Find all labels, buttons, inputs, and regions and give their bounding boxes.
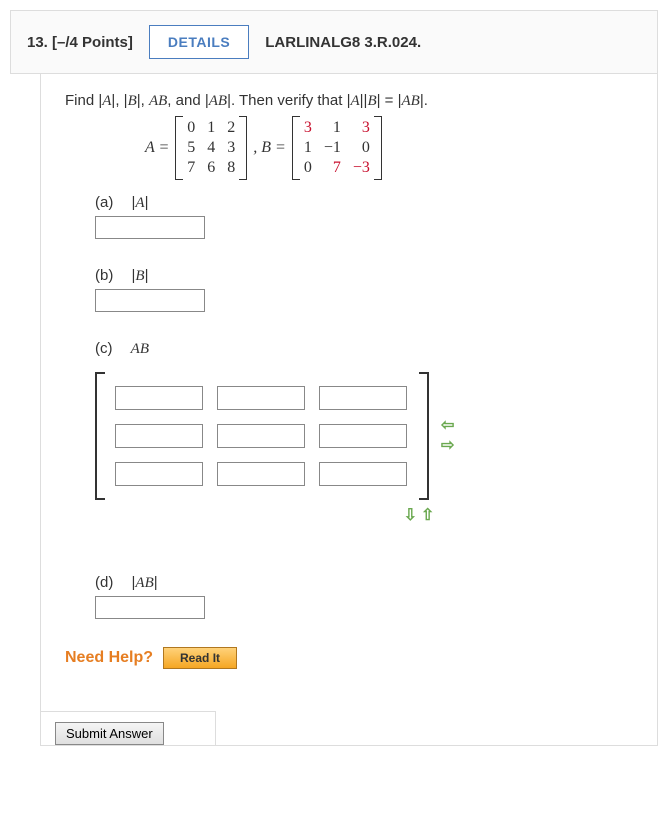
ab-cell-input[interactable] [319,386,407,410]
matrix-cell: 1 [207,119,215,137]
part-d-label: (d) |AB| [95,574,633,592]
matrix-cell: −3 [353,159,370,177]
ab-cell-input[interactable] [217,462,305,486]
remove-column-icon[interactable]: ⇦ [441,418,454,434]
points: [–/4 Points] [52,34,133,51]
bracket-left [292,116,300,180]
matrix-cell: 6 [207,159,215,177]
part-a: (a) |A| [95,194,633,239]
ab-cell-input[interactable] [115,386,203,410]
matrix-b-label: , B = [253,139,286,157]
matrix-cell: 2 [227,119,235,137]
answer-input-b[interactable] [95,289,205,312]
matrix-b-grid: 3131−1007−3 [300,116,374,180]
question-body: Find |A|, |B|, AB, and |AB|. Then verify… [40,74,658,746]
question-header: 13. [–/4 Points] DETAILS LARLINALG8 3.R.… [10,10,658,74]
matrix-cell: −1 [324,139,341,157]
matrix-a-label: A = [145,139,169,157]
add-row-icon[interactable]: ⇩ [404,508,417,524]
bracket-right [419,372,429,500]
question-number: 13. [27,34,48,51]
ab-matrix-input: ⇦ ⇨ [95,372,633,500]
part-c-label: (c) AB [95,340,633,358]
bracket-left [95,372,105,500]
matrix-cell: 1 [324,119,341,137]
matrix-cell: 0 [353,139,370,157]
part-d: (d) |AB| [95,574,633,619]
ab-cell-input[interactable] [217,386,305,410]
matrix-a-grid: 012 543 768 [183,116,239,180]
need-help-label: Need Help? [65,649,153,667]
part-c: (c) AB ⇦ ⇨ ⇩ ⇧ [95,340,633,524]
ab-cell-input[interactable] [115,462,203,486]
matrix-cell: 1 [304,139,312,157]
matrix-cell: 4 [207,139,215,157]
matrix-cell: 0 [187,119,195,137]
part-b-label: (b) |B| [95,267,633,285]
submit-row: Submit Answer [41,711,216,745]
answer-input-a[interactable] [95,216,205,239]
ab-cell-input[interactable] [115,424,203,448]
remove-row-icon[interactable]: ⇧ [421,508,434,524]
part-b: (b) |B| [95,267,633,312]
question-number-points: 13. [–/4 Points] [27,34,133,51]
matrix-cell: 7 [187,159,195,177]
book-reference: LARLINALG8 3.R.024. [265,34,421,51]
answer-input-d[interactable] [95,596,205,619]
question-prompt: Find |A|, |B|, AB, and |AB|. Then verify… [65,92,633,110]
column-arrow-controls: ⇦ ⇨ [441,418,454,454]
bracket-right [374,116,382,180]
part-a-label: (a) |A| [95,194,633,212]
matrix-cell: 8 [227,159,235,177]
matrix-a: 012 543 768 [175,116,247,180]
matrices-definition: A = 012543768 , B = 3131−1007−3 [145,116,633,180]
matrix-b: 3131−1007−3 [292,116,382,180]
submit-answer-button[interactable]: Submit Answer [55,722,164,745]
matrix-cell: 5 [187,139,195,157]
row-arrow-controls: ⇩ ⇧ [205,508,633,524]
details-button[interactable]: DETAILS [149,25,249,59]
matrix-cell: 7 [324,159,341,177]
read-it-button[interactable]: Read It [163,647,237,669]
add-column-icon[interactable]: ⇨ [441,438,454,454]
ab-input-grid [109,372,415,500]
ab-cell-input[interactable] [319,462,407,486]
ab-cell-input[interactable] [319,424,407,448]
need-help-row: Need Help? Read It [65,647,633,669]
matrix-cell: 3 [227,139,235,157]
bracket-left [175,116,183,180]
ab-cell-input[interactable] [217,424,305,448]
matrix-cell: 3 [304,119,312,137]
matrix-cell: 0 [304,159,312,177]
bracket-right [239,116,247,180]
matrix-cell: 3 [353,119,370,137]
